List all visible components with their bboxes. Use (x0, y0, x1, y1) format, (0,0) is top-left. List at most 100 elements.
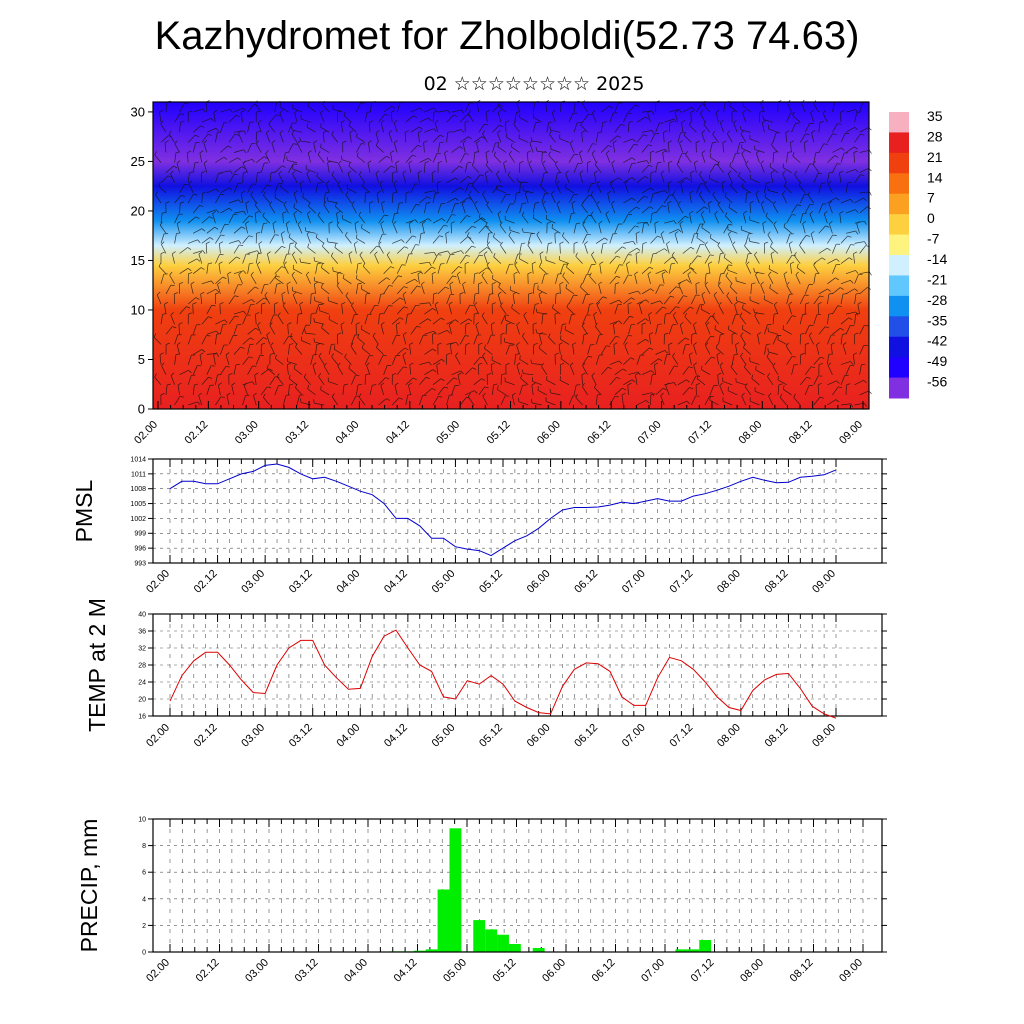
wind-barb (678, 284, 684, 295)
wind-barb (396, 306, 405, 315)
wind-barb (817, 384, 820, 395)
wind-barb (772, 152, 774, 163)
wind-barb-feather (863, 197, 867, 201)
wind-barb (709, 385, 715, 396)
wind-barb-feather (734, 301, 738, 305)
wind-barb-feather (160, 393, 165, 396)
wind-barb-feather (535, 303, 540, 305)
wind-barb (532, 116, 542, 123)
wind-barb-feather (159, 221, 163, 226)
wind-barb-feather (855, 209, 859, 213)
wind-barb (356, 136, 366, 143)
wind-barb-feather (274, 234, 279, 236)
wind-barb-feather (560, 335, 562, 340)
wind-barb (473, 254, 480, 264)
wind-barb (278, 173, 284, 183)
wind-barb (359, 254, 366, 264)
wind-barb-feather (565, 170, 569, 174)
wind-barb (667, 142, 670, 153)
wind-barb (818, 122, 821, 133)
wind-barb (696, 103, 703, 113)
wind-barb-feather (527, 241, 531, 246)
x-tick-label: 04.00 (334, 568, 362, 596)
wind-barb (669, 228, 679, 234)
wind-barb-feather (819, 396, 824, 399)
wind-barb (279, 106, 289, 113)
wind-barb (614, 124, 622, 133)
wind-barb (719, 365, 724, 375)
wind-barb (274, 197, 284, 204)
wind-barb (725, 275, 733, 285)
y-tick-label: 10 (138, 816, 146, 823)
wind-barb (708, 263, 711, 274)
wind-barb (201, 118, 212, 123)
wind-barb (859, 167, 869, 174)
wind-barb (215, 254, 220, 264)
wind-barb-feather (331, 171, 335, 175)
wind-barb-feather (631, 379, 636, 383)
wind-barb (677, 153, 683, 163)
wind-barb (584, 243, 588, 254)
wind-barb-feather (657, 235, 662, 238)
wind-barb (581, 386, 588, 396)
wind-barb (160, 314, 163, 325)
wind-barb-feather (323, 362, 327, 367)
wind-barb (663, 354, 667, 365)
wind-barb-feather (548, 242, 553, 244)
wind-barb (682, 387, 690, 396)
wind-barb (745, 163, 752, 173)
wind-barb (712, 134, 719, 143)
wind-barb (528, 163, 534, 173)
wind-barb (784, 185, 792, 194)
wind-barb (804, 325, 810, 335)
wind-barb-feather (176, 342, 181, 346)
wind-barb (474, 304, 480, 315)
wind-barb (410, 126, 420, 133)
wind-barb-feather (466, 114, 471, 117)
wind-barb-feather (380, 220, 385, 225)
wind-barb-feather (394, 382, 399, 386)
wind-barb-feather (634, 225, 639, 228)
wind-barb (464, 183, 470, 194)
wind-barb-feather (170, 170, 174, 174)
wind-barb-feather (816, 342, 820, 346)
wind-barb-feather (588, 355, 593, 358)
wind-barb-feather (571, 200, 576, 204)
wind-barb-feather (516, 177, 519, 182)
wind-barb (768, 351, 779, 355)
wind-barb (560, 324, 563, 335)
wind-barb-feather (676, 160, 680, 165)
wind-barb-feather (218, 382, 222, 386)
wind-barb-feather (660, 392, 664, 396)
wind-barb-feather (782, 325, 784, 330)
wind-barb (446, 294, 451, 305)
wind-barb-feather (693, 321, 697, 326)
wind-barb (650, 358, 659, 365)
wind-barb (372, 335, 379, 345)
wind-barb-feather (269, 368, 273, 372)
wind-barb-feather (651, 110, 655, 115)
wind-barb-feather (274, 273, 277, 279)
wind-barb (497, 132, 502, 143)
wind-barb-feather (565, 183, 567, 188)
wind-barb-feather (539, 263, 542, 268)
wind-barb-feather (481, 312, 485, 316)
wind-barb (288, 344, 290, 355)
wind-barb (709, 164, 716, 173)
wind-barb (220, 170, 231, 174)
wind-barb (348, 367, 357, 375)
y-tick-label: 999 (134, 531, 146, 538)
wind-barb-feather (215, 292, 220, 295)
wind-barb-feather (228, 372, 233, 376)
wind-barb (238, 274, 243, 284)
wind-barb (497, 112, 502, 123)
wind-barb (351, 375, 356, 385)
precip-bar (425, 949, 438, 952)
x-tick-label: 06.00 (525, 722, 553, 750)
wind-barb-feather (721, 180, 726, 184)
wind-barb (228, 240, 239, 244)
wind-barb-feather (471, 245, 476, 248)
wind-barb-feather (320, 143, 322, 148)
wind-barb (727, 269, 738, 275)
wind-barb (247, 286, 256, 295)
